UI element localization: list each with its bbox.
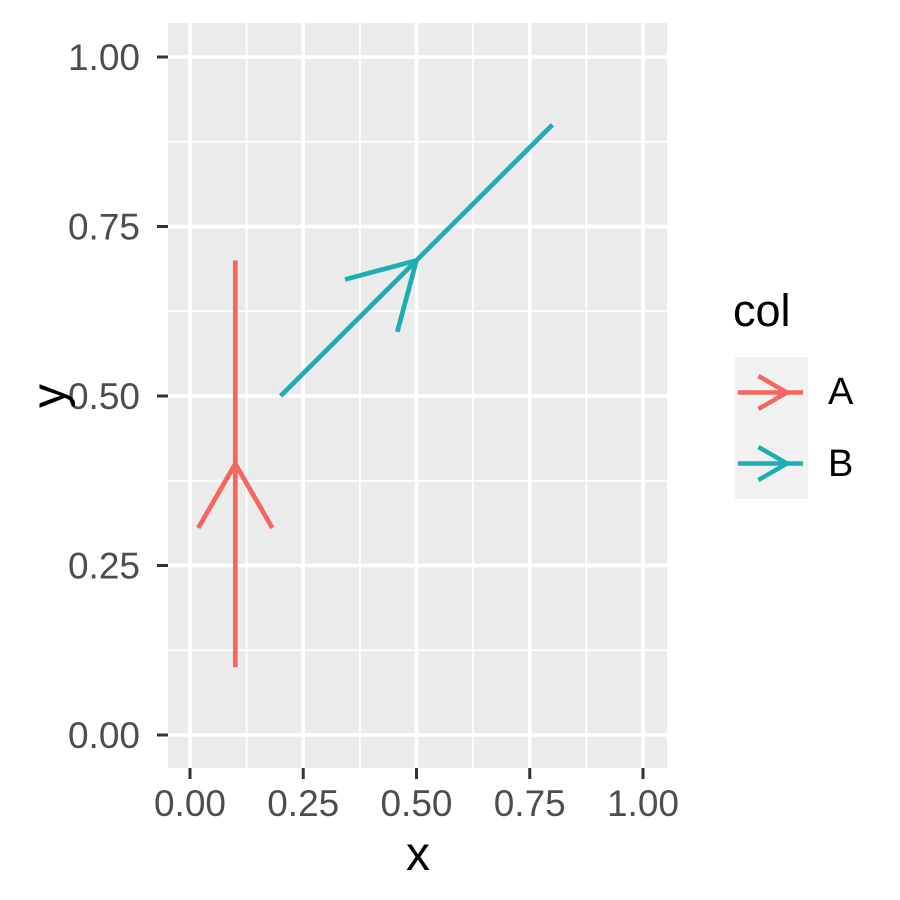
x-tick-label: 0.50 (380, 783, 452, 824)
legend-arrow-B-icon (735, 428, 808, 499)
x-axis-title: x (406, 828, 430, 881)
x-tick-label: 1.00 (607, 783, 679, 824)
y-tick-label: 0.75 (68, 207, 140, 248)
x-tick-label: 0.25 (267, 783, 339, 824)
legend-title: col (733, 285, 791, 336)
y-tick-label: 1.00 (68, 37, 140, 78)
y-axis-title: y (23, 384, 76, 408)
arrowhead-B (344, 257, 420, 333)
legend-key-arrowhead (757, 374, 792, 411)
x-tick-label: 0.75 (494, 783, 566, 824)
legend-arrow-A-icon (735, 357, 808, 428)
y-tick-label: 0.25 (68, 546, 140, 587)
y-tick-label: 0.00 (68, 715, 140, 756)
legend-label-B: B (828, 443, 854, 485)
legend-key-B (735, 428, 808, 499)
legend-label-A: A (828, 371, 854, 413)
y-tick-label: 0.50 (68, 376, 140, 417)
arrowhead-A (196, 459, 275, 530)
x-tick-label: 0.00 (154, 783, 226, 824)
legend-key-A (735, 357, 808, 428)
legend-key-arrowhead (757, 445, 792, 482)
